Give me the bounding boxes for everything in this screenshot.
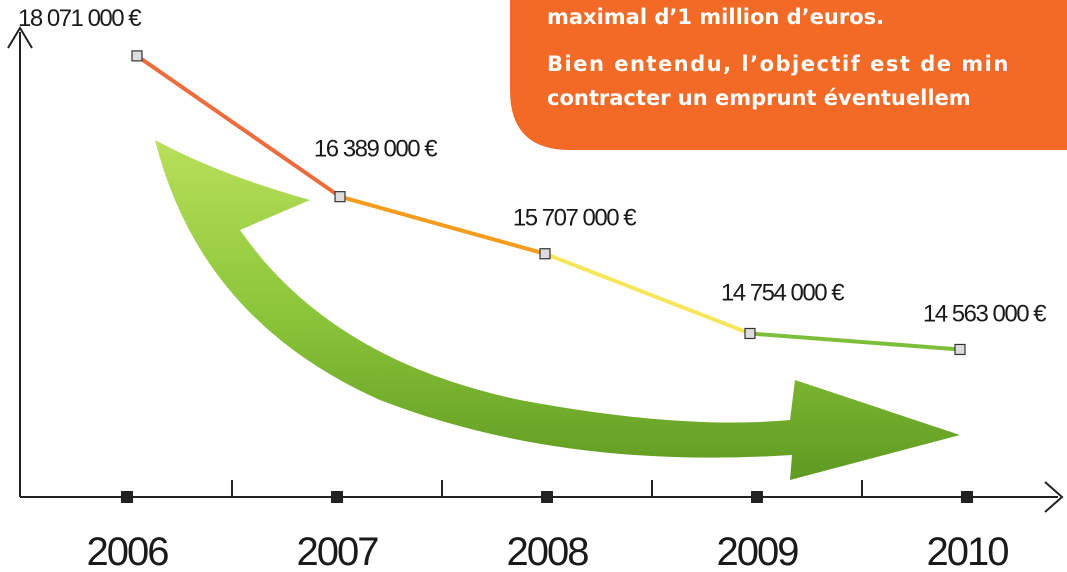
value-label: 14 563 000 € <box>923 300 1047 327</box>
note-line: Bien entendu, l’objectif est de min <box>547 52 1010 76</box>
trend-arrow <box>155 140 960 480</box>
point-marker <box>745 328 755 338</box>
x-tick-label: 2008 <box>507 530 589 572</box>
line-segment <box>545 254 750 334</box>
line-segment <box>750 333 960 349</box>
x-tick-label: 2007 <box>297 530 379 572</box>
note-line: maximal d’1 million d’euros. <box>547 5 884 29</box>
point-marker <box>540 249 550 259</box>
category-tick <box>751 491 763 503</box>
point-marker <box>132 51 142 61</box>
chart: maximal d’1 million d’euros. Bien entend… <box>0 0 1067 572</box>
x-tick-label: 2009 <box>717 530 799 572</box>
category-tick <box>541 491 553 503</box>
category-tick <box>331 491 343 503</box>
point-marker <box>955 344 965 354</box>
category-tick <box>961 491 973 503</box>
point-marker <box>335 192 345 202</box>
x-tick-label: 2010 <box>927 530 1009 572</box>
value-label: 16 389 000 € <box>314 136 438 163</box>
note-line: contracter un emprunt éventuellem <box>547 86 971 110</box>
x-tick-label: 2006 <box>87 530 169 572</box>
value-label: 15 707 000 € <box>513 205 637 232</box>
category-tick <box>121 491 133 503</box>
value-label: 18 071 000 € <box>18 5 142 32</box>
page: {"chart_data": {"type": "line", "annotat… <box>0 0 1067 572</box>
value-label: 14 754 000 € <box>721 279 845 306</box>
